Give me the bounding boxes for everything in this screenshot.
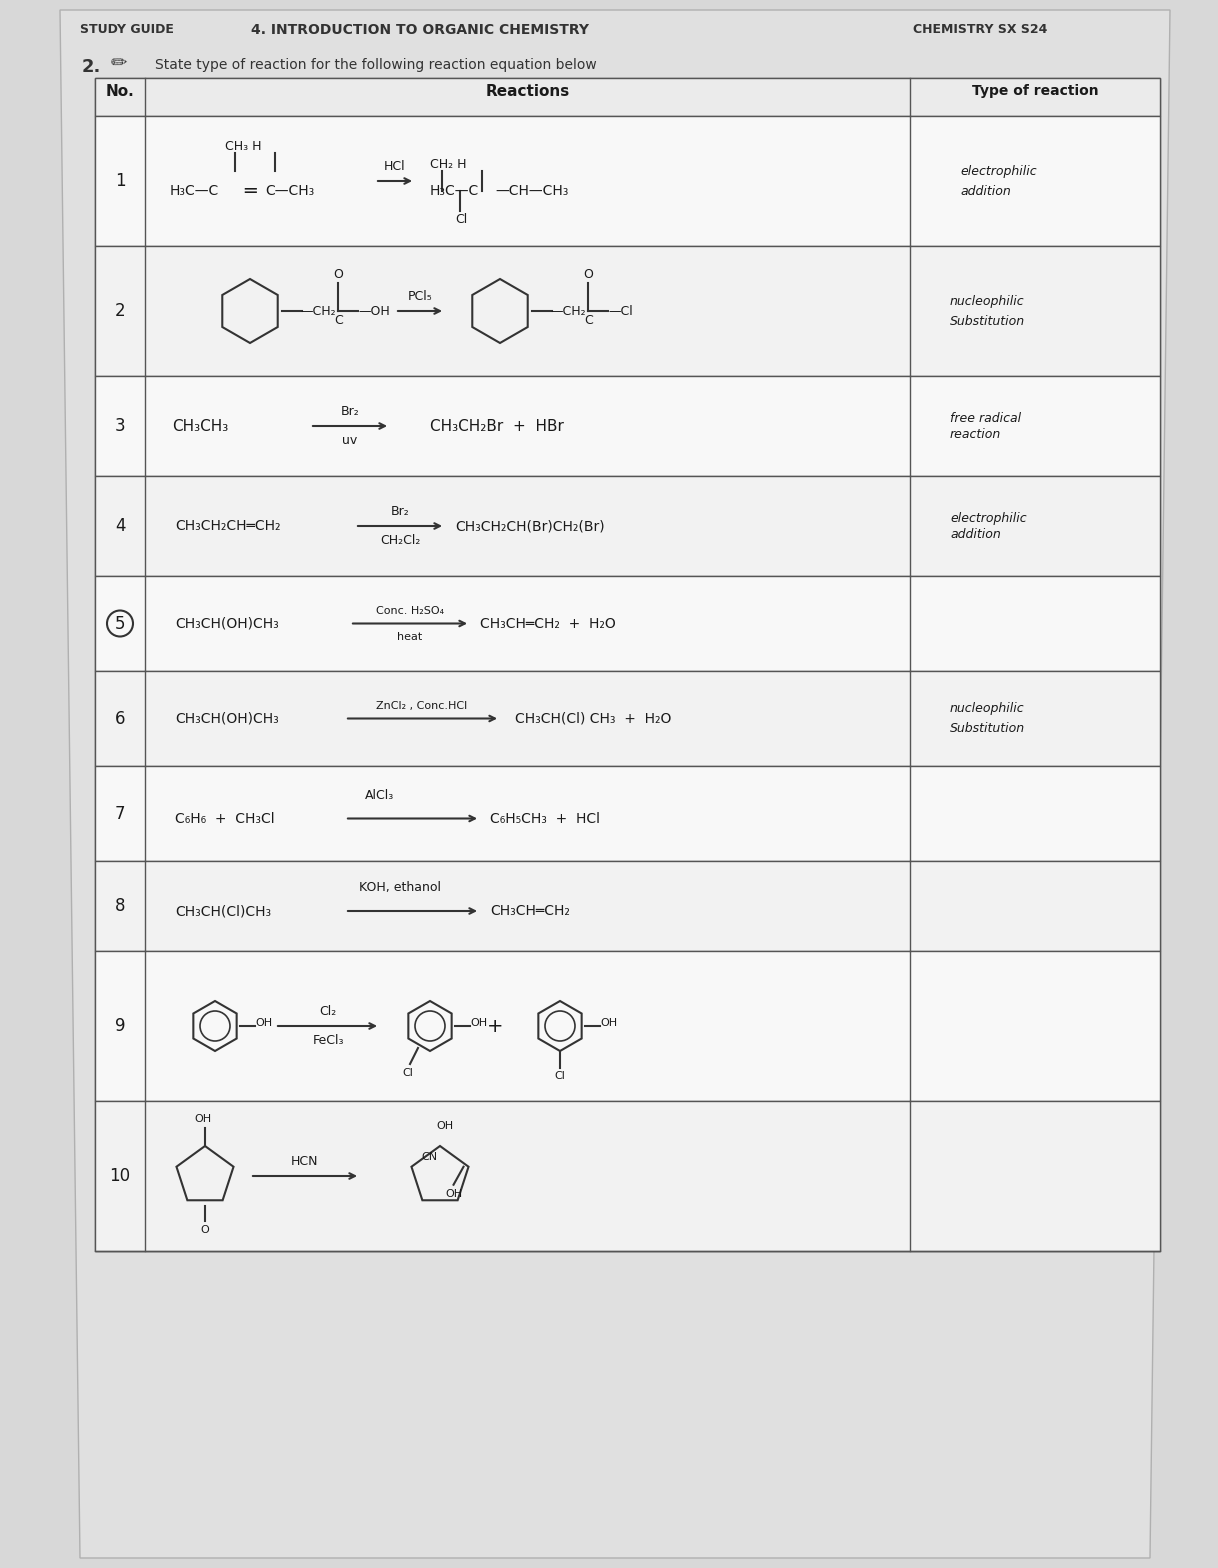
Text: heat: heat (397, 632, 423, 641)
Text: CH₃CH₃: CH₃CH₃ (172, 419, 228, 433)
Text: Cl: Cl (403, 1068, 413, 1079)
Bar (95, 671, 1160, 767)
Bar (95, 1101, 1160, 1251)
Text: Conc. H₂SO₄: Conc. H₂SO₄ (376, 605, 445, 616)
Text: CH₃CH═CH₂: CH₃CH═CH₂ (490, 905, 570, 917)
Text: —CH₂: —CH₂ (300, 304, 336, 317)
Text: State type of reaction for the following reaction equation below: State type of reaction for the following… (155, 58, 597, 72)
Text: CH₂ H: CH₂ H (430, 158, 466, 171)
Text: Br₂: Br₂ (391, 505, 409, 517)
Text: 2: 2 (114, 303, 125, 320)
Text: reaction: reaction (950, 428, 1001, 441)
Text: Substitution: Substitution (950, 315, 1026, 328)
Text: CH₃CH═CH₂  +  H₂O: CH₃CH═CH₂ + H₂O (480, 616, 616, 630)
Text: Br₂: Br₂ (341, 405, 359, 419)
Text: 3: 3 (114, 417, 125, 434)
Text: nucleophilic: nucleophilic (950, 295, 1024, 307)
Text: —OH: —OH (358, 304, 390, 317)
Text: H₃C—C: H₃C—C (171, 183, 219, 198)
Text: ZnCl₂ , Conc.HCl: ZnCl₂ , Conc.HCl (376, 701, 468, 710)
Text: free radical: free radical (950, 411, 1021, 425)
Text: Cl: Cl (456, 213, 468, 226)
Bar (95, 861, 1160, 952)
Text: —CH₂: —CH₂ (551, 304, 586, 317)
Text: CHEMISTRY SX S24: CHEMISTRY SX S24 (912, 24, 1047, 36)
Text: O: O (583, 268, 593, 281)
Text: OH: OH (195, 1113, 212, 1124)
Text: C: C (334, 314, 342, 328)
Text: CH₃CH₂CH═CH₂: CH₃CH₂CH═CH₂ (175, 519, 280, 533)
Text: C₆H₆  +  CH₃Cl: C₆H₆ + CH₃Cl (175, 812, 274, 825)
Text: HCN: HCN (291, 1156, 319, 1168)
Text: CH₂Cl₂: CH₂Cl₂ (380, 535, 420, 547)
Text: OH: OH (445, 1189, 462, 1198)
Text: OH: OH (600, 1018, 618, 1029)
Bar (95, 477, 1160, 575)
Text: 5: 5 (114, 615, 125, 632)
Bar (95, 246, 1160, 376)
Text: HCl: HCl (384, 160, 406, 172)
Text: Reactions: Reactions (486, 85, 570, 99)
Text: OH: OH (470, 1018, 487, 1029)
Text: CN: CN (421, 1152, 437, 1162)
Text: STUDY GUIDE: STUDY GUIDE (80, 24, 174, 36)
Text: 6: 6 (114, 709, 125, 728)
Bar (95, 116, 1160, 246)
Text: FeCl₃: FeCl₃ (312, 1033, 343, 1047)
Text: 8: 8 (114, 897, 125, 916)
Text: 7: 7 (114, 804, 125, 823)
Text: No.: No. (106, 85, 134, 99)
Text: electrophilic: electrophilic (950, 511, 1027, 525)
Text: CH₃CH(OH)CH₃: CH₃CH(OH)CH₃ (175, 712, 279, 726)
Text: addition: addition (960, 185, 1011, 198)
Text: uv: uv (342, 434, 358, 447)
Bar (95, 952, 1160, 1101)
Bar (95, 78, 1160, 116)
Text: OH: OH (436, 1121, 453, 1131)
Text: 10: 10 (110, 1167, 130, 1185)
Bar (95, 767, 1160, 861)
Text: C₆H₅CH₃  +  HCl: C₆H₅CH₃ + HCl (490, 812, 600, 825)
Text: addition: addition (950, 527, 1001, 541)
Text: ✎: ✎ (108, 50, 133, 75)
Text: 2.: 2. (82, 58, 101, 75)
Text: 1: 1 (114, 172, 125, 190)
Text: CH₃CH(OH)CH₃: CH₃CH(OH)CH₃ (175, 616, 279, 630)
Text: Type of reaction: Type of reaction (972, 85, 1099, 99)
Text: PCl₅: PCl₅ (408, 290, 432, 303)
Text: OH: OH (255, 1018, 272, 1029)
Text: Cl: Cl (554, 1071, 565, 1080)
Text: 4: 4 (114, 517, 125, 535)
Text: ═: ═ (244, 182, 256, 201)
Text: —Cl: —Cl (608, 304, 632, 317)
Text: Cl₂: Cl₂ (319, 1005, 336, 1018)
Text: AlCl₃: AlCl₃ (365, 789, 395, 801)
Text: nucleophilic: nucleophilic (950, 702, 1024, 715)
Polygon shape (60, 9, 1170, 1559)
Text: 4. INTRODUCTION TO ORGANIC CHEMISTRY: 4. INTRODUCTION TO ORGANIC CHEMISTRY (251, 24, 590, 38)
Text: CH₃CH(Cl)CH₃: CH₃CH(Cl)CH₃ (175, 905, 272, 917)
Text: O: O (201, 1225, 209, 1236)
Bar (95, 78, 1160, 1251)
Text: C: C (583, 314, 593, 328)
Text: CH₃CH₂Br  +  HBr: CH₃CH₂Br + HBr (430, 419, 564, 433)
Text: Substitution: Substitution (950, 721, 1026, 735)
Text: electrophilic: electrophilic (960, 165, 1037, 177)
Text: CH₃CH₂CH(Br)CH₂(Br): CH₃CH₂CH(Br)CH₂(Br) (456, 519, 604, 533)
Text: 9: 9 (114, 1018, 125, 1035)
Bar (95, 376, 1160, 477)
Text: C—CH₃: C—CH₃ (266, 183, 314, 198)
Text: O: O (333, 268, 343, 281)
Text: +: + (487, 1016, 503, 1035)
Text: CH₃CH(Cl) CH₃  +  H₂O: CH₃CH(Cl) CH₃ + H₂O (515, 712, 671, 726)
Text: —CH—CH₃: —CH—CH₃ (495, 183, 569, 198)
Text: CH₃ H: CH₃ H (225, 140, 262, 154)
Text: H₃C—C: H₃C—C (430, 183, 479, 198)
Bar (95, 575, 1160, 671)
Text: KOH, ethanol: KOH, ethanol (359, 881, 441, 894)
